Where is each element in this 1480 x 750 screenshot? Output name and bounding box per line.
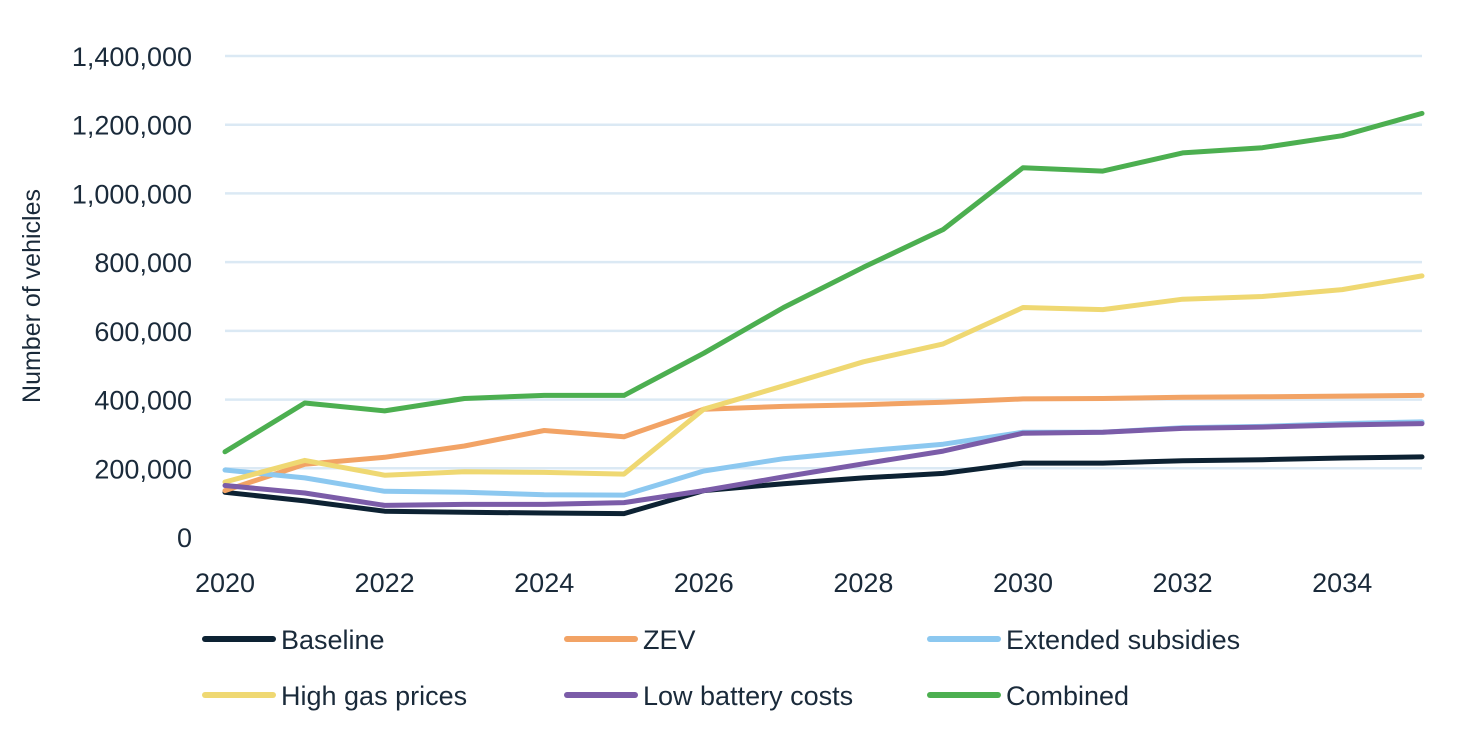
legend-label-baseline: Baseline: [281, 625, 385, 655]
x-axis: 2020 2022 2024 2026 2028 2030 2032 2034: [195, 568, 1372, 598]
legend-label-zev: ZEV: [643, 625, 696, 655]
y-tick-label: 800,000: [94, 248, 192, 278]
legend-label-high-gas-prices: High gas prices: [281, 681, 467, 711]
x-tick-label: 2026: [674, 568, 734, 598]
x-tick-label: 2020: [195, 568, 255, 598]
y-tick-label: 400,000: [94, 386, 192, 416]
legend-label-low-battery-costs: Low battery costs: [643, 681, 853, 711]
legend-label-extended-subsidies: Extended subsidies: [1006, 625, 1240, 655]
y-tick-label: 0: [177, 523, 192, 553]
legend-label-combined: Combined: [1006, 681, 1129, 711]
legend: Baseline ZEV Extended subsidies High gas pr…: [202, 625, 1240, 711]
gridlines: [225, 54, 1422, 470]
series-lines: [222, 110, 1425, 517]
x-tick-label: 2034: [1312, 568, 1372, 598]
y-tick-label: 1,000,000: [72, 179, 192, 209]
series-line-baseline: [222, 454, 1425, 517]
x-tick-label: 2030: [993, 568, 1053, 598]
x-tick-label: 2024: [514, 568, 574, 598]
series-line-zev: [222, 392, 1425, 494]
y-tick-label: 1,200,000: [72, 111, 192, 141]
series-line-high-gas-prices: [222, 273, 1425, 485]
y-tick-label: 1,400,000: [72, 42, 192, 72]
x-tick-label: 2032: [1153, 568, 1213, 598]
y-tick-label: 600,000: [94, 317, 192, 347]
series-line-combined: [222, 110, 1425, 455]
series-line-low-battery-costs: [222, 421, 1425, 508]
y-axis-title: Number of vehicles: [18, 189, 46, 403]
y-tick-label: 200,000: [94, 454, 192, 484]
x-tick-label: 2022: [355, 568, 415, 598]
x-tick-label: 2028: [833, 568, 893, 598]
y-axis: 0 200,000 400,000 600,000 800,000 1,000,000 1,…: [72, 42, 192, 553]
